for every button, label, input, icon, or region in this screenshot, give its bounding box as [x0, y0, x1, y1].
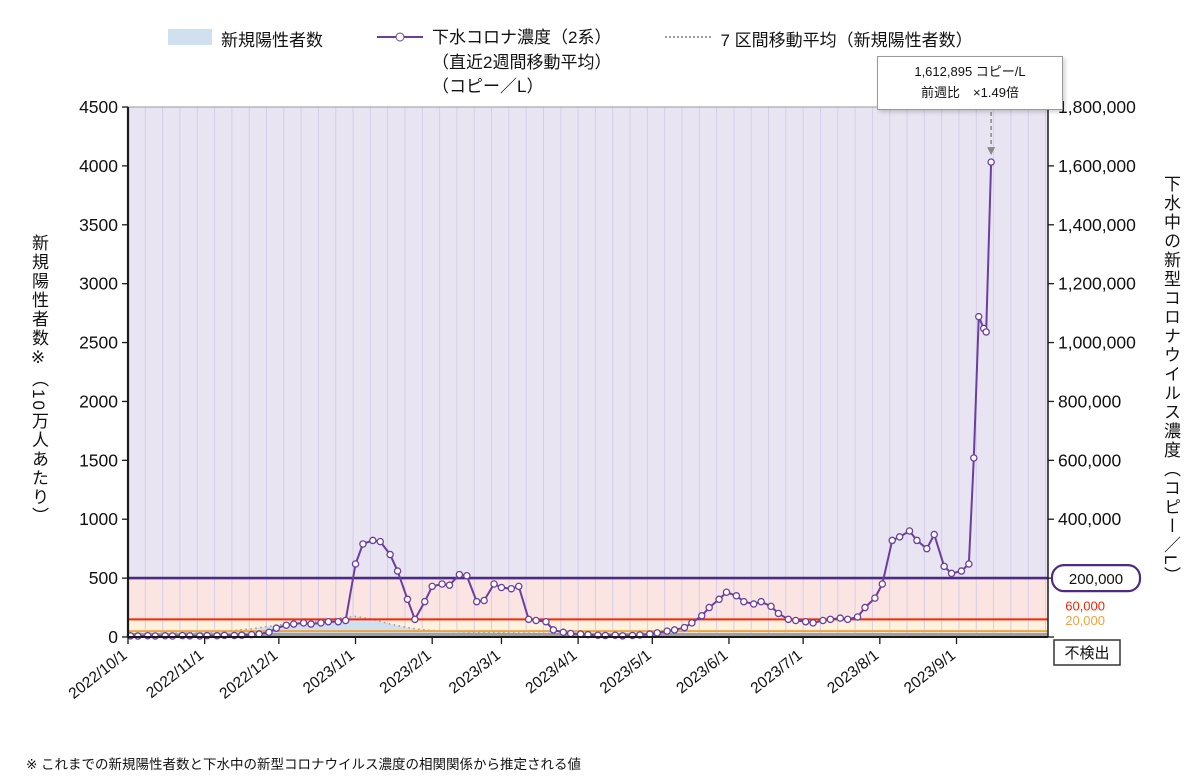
- svg-text:1000: 1000: [79, 509, 118, 529]
- svg-text:1,000,000: 1,000,000: [1058, 333, 1136, 353]
- svg-text:2023/8/1: 2023/8/1: [824, 647, 882, 698]
- weekly-gridlines: [127, 107, 1047, 637]
- svg-text:60,000: 60,000: [1065, 598, 1105, 613]
- svg-text:4000: 4000: [79, 156, 118, 176]
- svg-text:2023/3/1: 2023/3/1: [446, 647, 504, 698]
- svg-text:3000: 3000: [79, 274, 118, 294]
- right-axis-title: 下水中の新型コロナウイルス濃度（コピー／L）: [1161, 174, 1180, 586]
- svg-text:1500: 1500: [79, 450, 118, 470]
- threshold-label-60000: 60,000: [1065, 598, 1105, 613]
- legend-item-moving-average: 7 区間移動平均（新規陽性者数）: [665, 26, 973, 51]
- svg-text:1,400,000: 1,400,000: [1058, 215, 1136, 235]
- legend-label-line1: 下水コロナ濃度（2系）: [432, 28, 612, 47]
- svg-text:2023/9/1: 2023/9/1: [901, 647, 959, 698]
- svg-text:2023/1/1: 2023/1/1: [300, 647, 358, 698]
- annotation-arrow: [987, 105, 996, 156]
- legend-label-moving-average: 7 区間移動平均（新規陽性者数）: [720, 31, 973, 50]
- svg-text:20,000: 20,000: [1065, 613, 1105, 628]
- annotation-box: 1,612,895 コピー/L 前週比 ×1.49倍: [877, 56, 1063, 110]
- svg-text:500: 500: [89, 568, 118, 588]
- svg-text:2023/4/1: 2023/4/1: [523, 647, 581, 698]
- legend: 新規陽性者数 下水コロナ濃度（2系） （直近2週間移動平均） （コピー／L） 7…: [168, 26, 973, 100]
- left-axis-title: 新規陽性者数※（10万人あたり）: [29, 234, 48, 526]
- legend-item-new-positives: 新規陽性者数: [168, 26, 323, 51]
- svg-text:2022/11/1: 2022/11/1: [143, 647, 207, 702]
- svg-text:0: 0: [108, 627, 118, 647]
- svg-text:400,000: 400,000: [1058, 509, 1122, 529]
- moving-average-line: [130, 615, 668, 635]
- svg-text:3500: 3500: [79, 215, 118, 235]
- svg-text:2023/2/1: 2023/2/1: [377, 647, 435, 698]
- svg-text:不検出: 不検出: [1064, 645, 1109, 662]
- legend-label-new-positives: 新規陽性者数: [221, 31, 323, 50]
- line-marker-swatch-icon: [377, 32, 423, 42]
- svg-text:2023/6/1: 2023/6/1: [673, 647, 731, 698]
- footnote: ※ これまでの新規陽性者数と下水中の新型コロナウイルス濃度の相関関係から推定され…: [26, 757, 582, 772]
- legend-item-sewage-concentration: 下水コロナ濃度（2系） （直近2週間移動平均） （コピー／L）: [377, 26, 611, 100]
- marker-dot-icon: [395, 32, 405, 42]
- dotted-line-swatch-icon: [665, 36, 712, 38]
- svg-text:2022/10/1: 2022/10/1: [66, 647, 131, 703]
- legend-label-sewage-concentration: 下水コロナ濃度（2系） （直近2週間移動平均） （コピー／L）: [432, 26, 611, 100]
- svg-text:200,000: 200,000: [1069, 571, 1123, 588]
- svg-text:800,000: 800,000: [1058, 391, 1122, 411]
- annotation-week-ratio: 前週比 ×1.49倍: [921, 84, 1019, 100]
- area-swatch-icon: [168, 29, 212, 45]
- axis-bottom-ticks: 2022/10/1 2022/11/1 2022/12/1 2023/1/1 2023/…: [66, 637, 959, 703]
- svg-text:4500: 4500: [79, 97, 118, 117]
- not-detected-label-box: 不検出: [1053, 639, 1121, 666]
- svg-text:1,600,000: 1,600,000: [1058, 156, 1136, 176]
- svg-text:600,000: 600,000: [1058, 450, 1122, 470]
- svg-text:2022/12/1: 2022/12/1: [217, 647, 282, 703]
- svg-text:2500: 2500: [79, 333, 118, 353]
- axis-right-ticks: 400,000 600,000 800,000 1,000,000 1,200,000 1…: [1048, 97, 1136, 638]
- svg-text:2023/5/1: 2023/5/1: [597, 647, 655, 698]
- threshold-label-200000-box: 200,000: [1050, 564, 1142, 593]
- legend-label-line2: （直近2週間移動平均）: [432, 52, 612, 72]
- svg-text:2023/7/1: 2023/7/1: [748, 647, 806, 698]
- annotation-value: 1,612,895 コピー/L: [914, 64, 1026, 79]
- svg-text:2000: 2000: [79, 391, 118, 411]
- threshold-label-20000: 20,000: [1065, 613, 1105, 628]
- legend-label-line3: （コピー／L）: [432, 77, 544, 97]
- axis-left-ticks: 0 500 1000 1500 2000 2500 3000 3500 4000 4500: [79, 97, 128, 647]
- svg-text:1,800,000: 1,800,000: [1058, 97, 1136, 117]
- svg-text:1,200,000: 1,200,000: [1058, 274, 1136, 294]
